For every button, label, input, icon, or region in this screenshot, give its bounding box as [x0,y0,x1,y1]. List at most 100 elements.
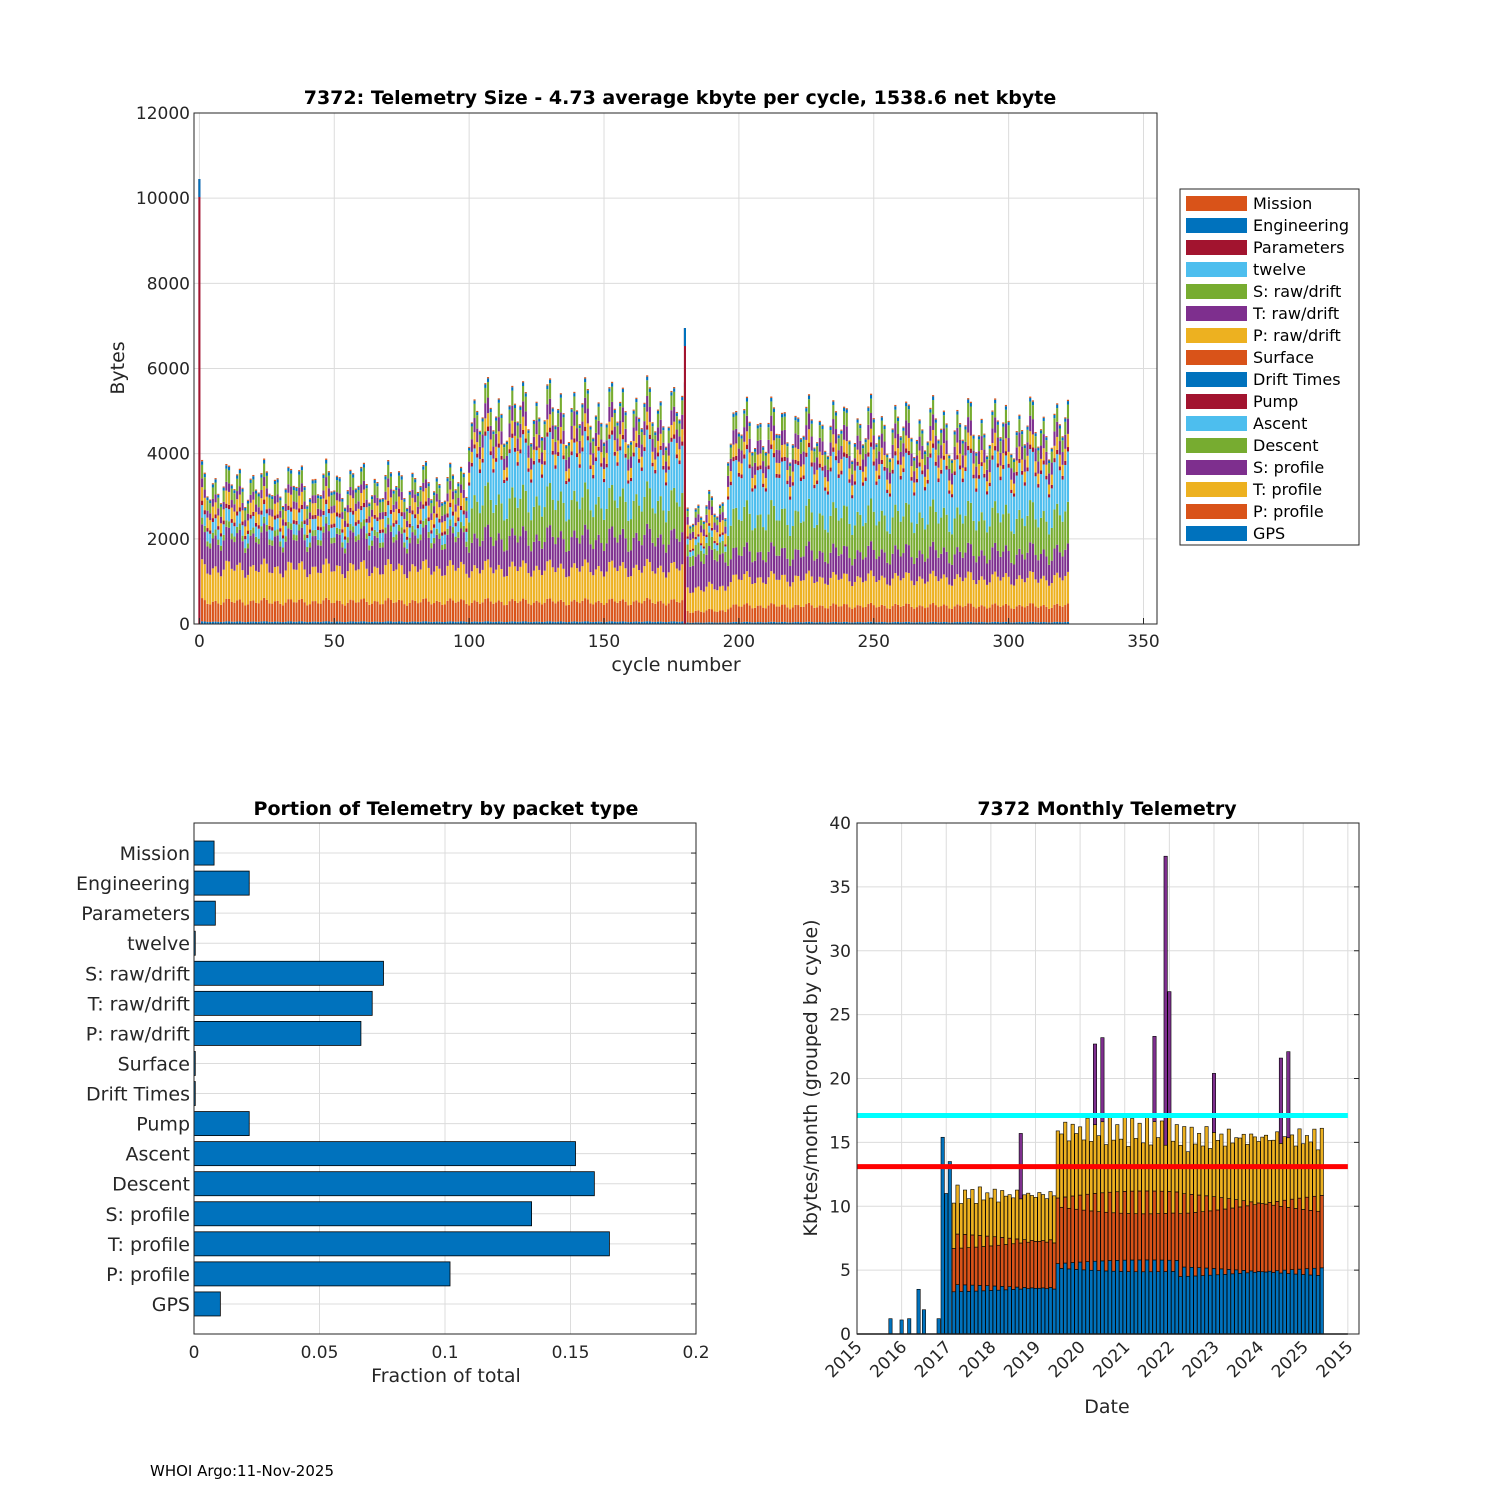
chart1-bar-segment [422,561,425,599]
chart1-bar-segment [349,563,352,600]
chart1-bar-segment [284,488,287,490]
chart3-bar-segment [1037,1241,1042,1289]
chart1-bar-segment [727,475,730,487]
chart1-bar-segment [519,406,522,410]
chart1-bar-segment [201,478,204,488]
chart1-bar-segment [454,536,457,543]
chart1-bar-segment [654,447,657,460]
chart3-bar-segment [1286,1051,1291,1139]
chart1-bar-segment [530,622,533,624]
chart1-bar-segment [678,460,681,465]
chart1-bar-segment [276,600,279,622]
chart3-bar-segment [1293,1208,1298,1275]
chart1-bar-segment [559,397,562,413]
chart1-bar-segment [217,493,220,495]
chart1-bar-segment [586,599,589,622]
chart1-ytick-label: 6000 [147,360,190,380]
chart1-bar-segment [435,477,438,479]
chart3-ytick-label: 40 [829,814,851,834]
chart1-bar-segment [613,409,616,413]
chart1-bar-segment [238,470,241,474]
chart1-bar-segment [700,622,703,624]
chart1-bar-segment [546,436,549,487]
chart1-bar-segment [999,476,1002,481]
chart1-bar-segment [994,403,997,418]
chart1-bar-segment [1066,418,1070,434]
chart1-bar-segment [462,474,465,478]
chart1-bar-segment [206,541,209,547]
chart1-bar-segment [953,459,956,472]
chart1-bar-segment [441,503,444,506]
chart1-bar-segment [613,408,616,410]
legend-label: twelve [1253,260,1306,279]
chart1-bar-segment [584,559,587,599]
chart1-bar-segment [535,534,538,566]
chart1-bar-segment [654,513,657,547]
chart1-bar-segment [254,489,258,491]
chart1-bar-segment [441,505,444,516]
chart1-bar-segment [1029,603,1032,622]
chart3-bar-segment [1078,1194,1083,1263]
chart1-bar-segment [708,493,711,501]
chart1-bar-segment [727,463,730,466]
chart1-bar-segment [557,408,560,411]
chart1-bar-segment [921,578,924,607]
chart1-bar-segment [729,622,732,624]
chart1-bar-segment [516,507,519,543]
chart1-bar-segment [222,520,225,525]
chart1-bar-segment [762,582,765,608]
chart1-bar-segment [530,444,533,447]
chart1-bar-segment [813,462,816,475]
chart1-bar-segment [400,512,403,517]
chart1-bar-segment [700,543,703,546]
chart1-bar-segment [638,459,641,463]
chart1-bar-segment [284,602,287,622]
chart1-bar-segment [392,512,395,524]
chart1-bar-segment [1002,422,1005,424]
chart1-bar-segment [357,534,360,541]
chart1-bar-segment [524,599,527,622]
chart1-bar-segment [875,484,878,526]
chart1-bar-segment [754,622,757,624]
chart1-bar-segment [308,604,312,622]
chart1-bar-segment [349,474,352,487]
chart1-bar-segment [856,449,859,462]
chart1-bar-segment [732,461,735,509]
chart1-bar-segment [789,609,792,623]
chart1-bar-segment [948,480,951,491]
chart3-bar-segment [1316,1275,1321,1335]
chart2-category-label: Surface [118,1053,190,1075]
chart1-bar-segment [923,561,927,584]
chart1-bar-segment [929,621,932,624]
chart1-bar-segment [403,542,406,548]
chart1-bar-segment [791,471,794,483]
chart1-bar-segment [586,489,589,530]
chart1-bar-segment [271,509,274,517]
chart1-bar-segment [430,533,433,544]
chart1-bar-segment [991,411,994,416]
chart1-bar-segment [675,538,678,569]
chart1-bar-segment [281,577,285,606]
chart1-bar-segment [818,550,821,577]
chart1-bar-segment [298,524,301,531]
chart2-xtick-label: 0.15 [552,1343,590,1363]
chart1-bar-segment [406,622,409,624]
chart1-bar-segment [662,544,665,573]
chart1-bar-segment [446,513,449,518]
chart1-bar-segment [829,515,832,553]
chart1-bar-segment [1045,606,1048,623]
chart1-bar-segment [1004,438,1007,452]
chart1-bar-segment [648,406,651,422]
chart1-bar-segment [470,426,473,440]
chart1-bar-segment [314,514,317,519]
chart1-bar-segment [1066,404,1070,419]
chart1-bar-segment [314,601,317,622]
chart1-bar-segment [389,525,392,532]
chart1-bar-segment [643,403,646,408]
chart1-bar-segment [856,621,859,624]
chart1-bar-segment [451,478,455,492]
chart1-bar-segment [705,506,708,509]
chart3-bar-segment [963,1234,967,1286]
chart1-bar-segment [813,527,816,561]
chart1-bar-segment [403,547,406,575]
